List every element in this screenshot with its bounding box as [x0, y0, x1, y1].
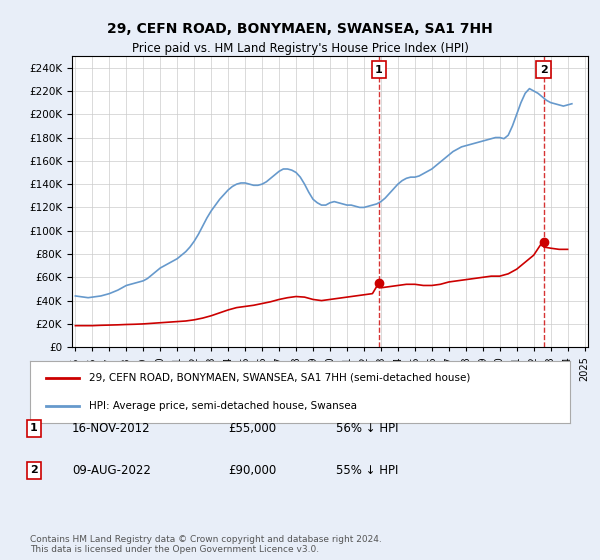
- Text: 29, CEFN ROAD, BONYMAEN, SWANSEA, SA1 7HH (semi-detached house): 29, CEFN ROAD, BONYMAEN, SWANSEA, SA1 7H…: [89, 373, 471, 383]
- Text: 2: 2: [30, 465, 38, 475]
- Text: Contains HM Land Registry data © Crown copyright and database right 2024.
This d: Contains HM Land Registry data © Crown c…: [30, 535, 382, 554]
- Text: 55% ↓ HPI: 55% ↓ HPI: [336, 464, 398, 477]
- Text: £90,000: £90,000: [228, 464, 276, 477]
- Text: 1: 1: [375, 65, 383, 74]
- Text: 16-NOV-2012: 16-NOV-2012: [72, 422, 151, 435]
- Text: 56% ↓ HPI: 56% ↓ HPI: [336, 422, 398, 435]
- Text: Price paid vs. HM Land Registry's House Price Index (HPI): Price paid vs. HM Land Registry's House …: [131, 42, 469, 55]
- Text: HPI: Average price, semi-detached house, Swansea: HPI: Average price, semi-detached house,…: [89, 401, 358, 411]
- Text: £55,000: £55,000: [228, 422, 276, 435]
- Text: 29, CEFN ROAD, BONYMAEN, SWANSEA, SA1 7HH: 29, CEFN ROAD, BONYMAEN, SWANSEA, SA1 7H…: [107, 22, 493, 36]
- Text: 2: 2: [539, 65, 547, 74]
- Text: 09-AUG-2022: 09-AUG-2022: [72, 464, 151, 477]
- Text: 1: 1: [30, 423, 38, 433]
